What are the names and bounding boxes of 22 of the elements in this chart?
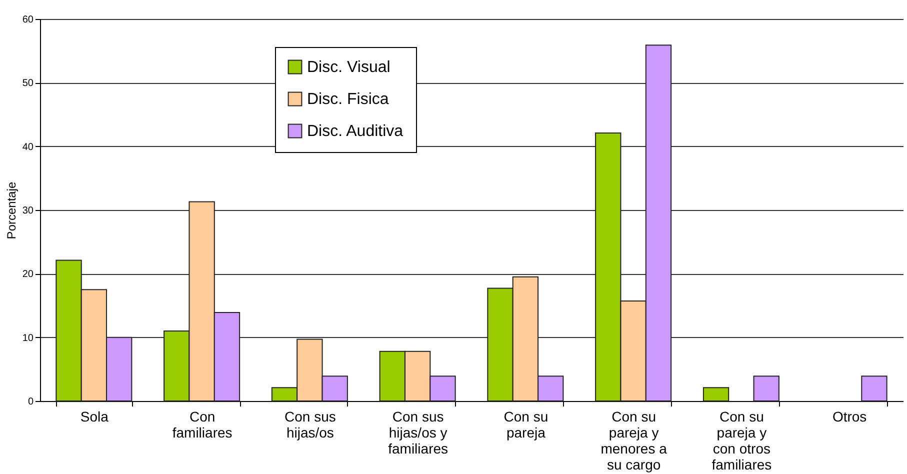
y-tick-label: 10 bbox=[22, 332, 34, 344]
x-tick-label: Con su pareja y menores a su cargo bbox=[600, 408, 668, 472]
x-tick-label: Sola bbox=[80, 408, 109, 424]
y-axis-title: Porcentaje bbox=[4, 181, 18, 240]
legend-label: Disc. Auditiva bbox=[307, 123, 404, 140]
x-tick-label: Con sus hijas/os y familiares bbox=[388, 408, 448, 456]
bar bbox=[753, 376, 780, 402]
y-tick-label: 50 bbox=[22, 78, 34, 90]
y-tick-label: 60 bbox=[22, 14, 34, 26]
bar bbox=[702, 387, 730, 402]
y-tick-label: 40 bbox=[22, 142, 34, 153]
legend-label: Disc. Fisica bbox=[307, 91, 389, 108]
x-tick-label: Con su pareja bbox=[504, 408, 548, 440]
x-tick-label: Con sus hijas/os bbox=[284, 408, 336, 440]
x-tick-label: Otros bbox=[832, 408, 867, 424]
y-tick-label: 20 bbox=[22, 269, 34, 280]
y-tick-label: 30 bbox=[22, 206, 34, 216]
legend-label: Disc. Visual bbox=[307, 59, 390, 76]
y-tick-label: 0 bbox=[28, 396, 34, 408]
bar bbox=[861, 376, 888, 402]
x-tick-label: Con familiares bbox=[172, 408, 232, 440]
x-tick-label: Con su pareja y con otros familiares bbox=[712, 408, 772, 472]
